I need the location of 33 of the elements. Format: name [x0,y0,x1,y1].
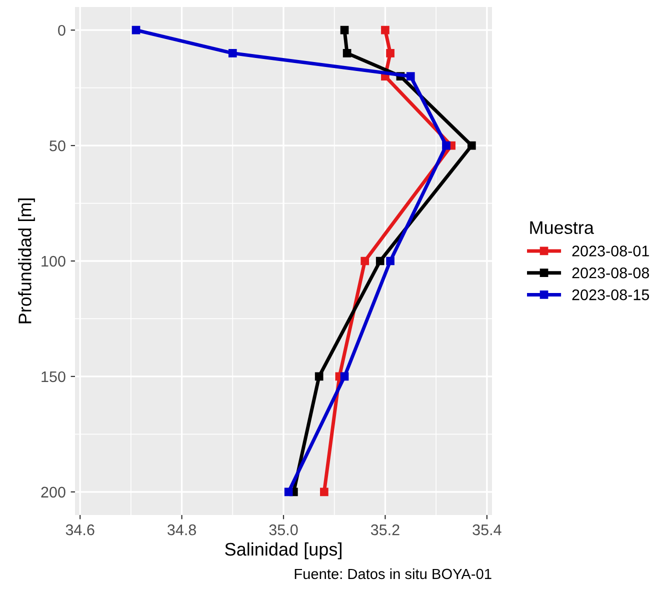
x-tick-label: 35.0 [269,524,298,536]
point [132,26,140,34]
legend-title: Muestra [530,221,594,234]
point [467,141,476,150]
legend-label: 2023-08-08 [572,268,650,278]
point [376,256,384,266]
point [342,49,352,58]
point [340,372,349,381]
point [442,141,450,150]
point [386,49,394,58]
legend-label: 2023-08-15 [572,289,650,300]
point [228,49,237,58]
legend-label: 2023-08-01 [572,246,649,256]
point [406,72,415,80]
point [314,372,324,381]
point [320,488,328,496]
x-tick-label: 34.6 [66,524,94,536]
point [360,256,370,266]
y-tick-label: 50 [50,140,66,152]
x-tick-label: 35.2 [370,524,400,536]
y-axis-title: Profundidad [m] [18,198,35,324]
source-note: Fuente: Datos in situ BOYA-01 [294,568,492,580]
y-tick-label: 0 [58,24,66,36]
point [386,256,394,266]
x-tick-label: 34.8 [168,524,196,536]
point [284,488,293,496]
y-tick-label: 200 [41,486,66,498]
y-tick-label: 100 [42,256,66,267]
point [340,26,349,34]
x-tick-label: 35.4 [472,524,502,536]
point [381,26,390,34]
x-axis-title: Salinidad [ups] [225,542,342,560]
y-tick-label: 150 [42,371,66,382]
